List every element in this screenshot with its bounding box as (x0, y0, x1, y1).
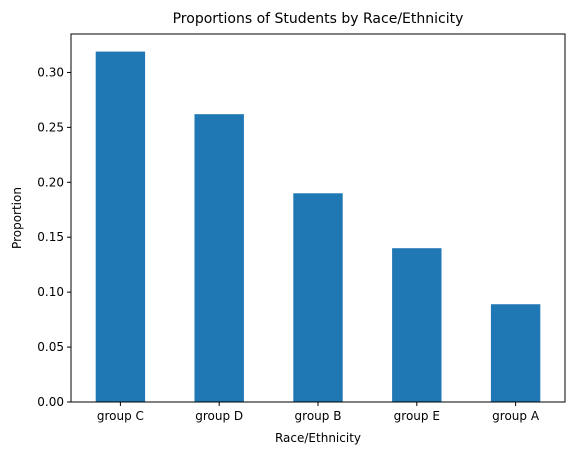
plot-frame (70, 33, 566, 403)
x-tick-label: group A (492, 409, 540, 423)
y-tick-label: 0.00 (37, 395, 64, 409)
x-axis-ticks: group C group D group B group E group A (97, 402, 540, 423)
y-tick-label: 0.05 (37, 340, 64, 354)
y-tick-label: 0.20 (37, 175, 64, 189)
chart-title: Proportions of Students by Race/Ethnicit… (173, 11, 464, 27)
bar-group-d (194, 114, 244, 403)
y-axis-label: Proportion (10, 187, 24, 249)
bar-group-b (293, 193, 343, 402)
bar-group-e (392, 248, 442, 402)
bar-group-c (95, 51, 146, 403)
y-tick-label: 0.10 (37, 285, 64, 299)
x-tick-label: group E (394, 409, 440, 423)
x-tick-label: group B (295, 409, 342, 423)
x-tick-label: group D (195, 409, 243, 423)
bar-group-a (490, 304, 541, 402)
y-tick-label: 0.30 (37, 65, 64, 79)
bars-group (95, 51, 541, 403)
x-axis-label: Race/Ethnicity (275, 431, 361, 445)
y-axis-ticks: 0.00 0.05 0.10 0.15 0.20 0.25 0.30 (37, 65, 71, 409)
y-tick-label: 0.25 (37, 120, 64, 134)
y-tick-label: 0.15 (37, 230, 64, 244)
x-tick-label: group C (97, 409, 144, 423)
